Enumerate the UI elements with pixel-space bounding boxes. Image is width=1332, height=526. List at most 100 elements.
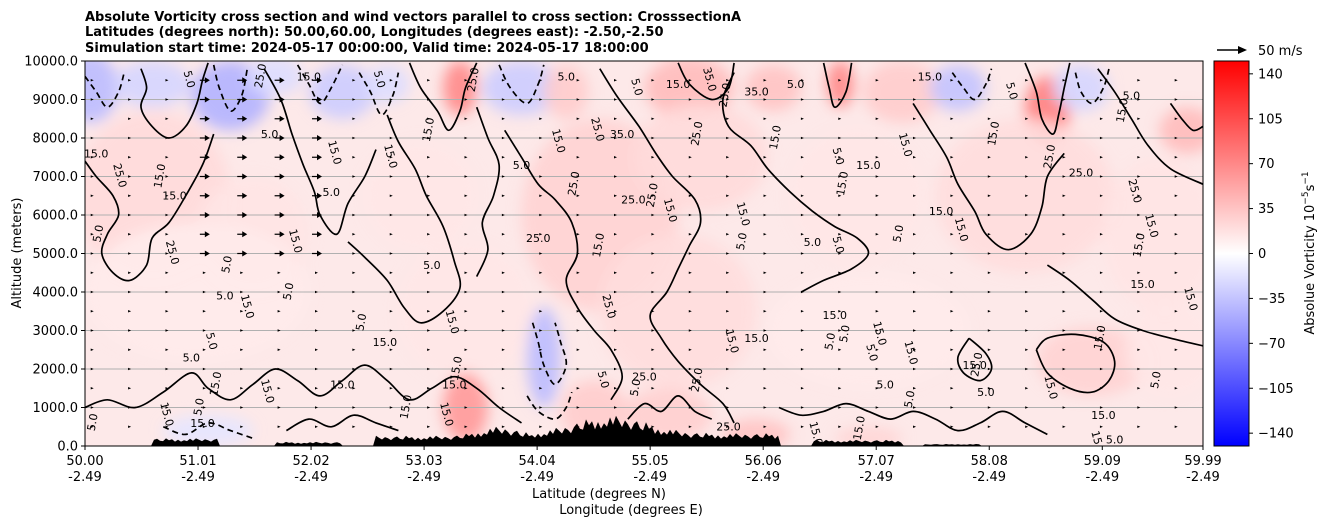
x-tick-label-longitude: -2.49 bbox=[520, 470, 554, 485]
wind-vector-arrowhead-icon bbox=[464, 156, 468, 159]
wind-vector-arrowhead-icon bbox=[838, 310, 842, 313]
wind-vector-arrowhead-icon bbox=[614, 348, 618, 351]
wind-vector-arrowhead-icon bbox=[539, 310, 543, 313]
wind-vector-arrowhead-icon bbox=[913, 79, 917, 82]
wind-vector-arrowhead-icon bbox=[1099, 348, 1103, 351]
wind-vector-arrowhead-icon bbox=[202, 271, 206, 274]
positive-contour-line bbox=[822, 62, 853, 109]
wind-vector-arrowhead-icon bbox=[314, 271, 318, 274]
wind-vector-arrowhead-icon bbox=[913, 348, 917, 351]
field-region bbox=[527, 307, 561, 408]
wind-vector-arrowhead-icon bbox=[651, 387, 655, 390]
wind-vector-arrowhead-icon bbox=[90, 290, 94, 294]
contour-label: 15.0 bbox=[1114, 97, 1131, 123]
wind-vector-arrowhead-icon bbox=[987, 117, 991, 120]
wind-vector-arrowhead-icon bbox=[576, 136, 580, 140]
wind-vector-arrowhead-icon bbox=[614, 290, 618, 294]
wind-vector-arrowhead-icon bbox=[838, 98, 842, 101]
wind-vector-arrowhead-icon bbox=[875, 233, 879, 236]
wind-vector-arrowhead-icon bbox=[352, 367, 356, 371]
wind-vector-arrowhead-icon bbox=[277, 329, 281, 332]
wind-vector-arrowhead-icon bbox=[389, 387, 393, 390]
contour-label: 15.0 bbox=[381, 143, 400, 170]
wind-vector-arrowhead-icon bbox=[128, 252, 132, 255]
wind-vector-arrowhead-icon bbox=[539, 271, 543, 274]
wind-vector-arrowhead-icon bbox=[501, 156, 505, 159]
wind-vector-arrowhead-icon bbox=[1025, 310, 1029, 313]
wind-vector-arrowhead-icon bbox=[614, 271, 618, 274]
wind-vector-arrowhead-icon bbox=[576, 156, 580, 159]
wind-vector-arrowhead-icon bbox=[501, 194, 505, 197]
wind-vector-arrowhead-icon bbox=[838, 79, 842, 82]
x-tick-label-latitude: 59.09 bbox=[1084, 454, 1121, 469]
wind-vector-arrowhead-icon bbox=[913, 367, 917, 371]
wind-vector-arrowhead-icon bbox=[614, 98, 618, 101]
wind-vector-arrowhead-icon bbox=[389, 348, 393, 351]
wind-vector-arrowhead-icon bbox=[726, 136, 730, 140]
wind-vector-arrowhead-icon bbox=[875, 367, 879, 371]
wind-vector-arrowhead-icon bbox=[1174, 252, 1178, 255]
contour-label: 15.0 bbox=[734, 201, 753, 228]
wind-vector-arrowhead-icon bbox=[539, 98, 543, 101]
contour-label: 15.0 bbox=[767, 124, 784, 150]
wind-vector-arrowhead-icon bbox=[165, 425, 169, 428]
wind-vector-arrowhead-icon bbox=[501, 136, 505, 140]
wind-vector-arrowhead-icon bbox=[726, 406, 730, 409]
wind-vector-arrowhead-icon bbox=[576, 329, 580, 332]
wind-vector-arrowhead-icon bbox=[913, 233, 917, 236]
wind-vector-arrowhead-icon bbox=[352, 156, 356, 159]
chart-title-line-2: Latitudes (degrees north): 50.00,60.00, … bbox=[85, 25, 664, 40]
wind-vector-arrowhead-icon bbox=[316, 173, 322, 180]
wind-vector-arrowhead-icon bbox=[763, 271, 767, 274]
wind-vector-arrowhead-icon bbox=[576, 406, 580, 409]
x-axis-label-latitude: Latitude (degrees N) bbox=[532, 487, 666, 502]
wind-vector-arrowhead-icon bbox=[277, 271, 281, 274]
wind-vector-arrowhead-icon bbox=[800, 194, 804, 197]
wind-vector-arrowhead-icon bbox=[800, 406, 804, 409]
wind-vector-arrowhead-icon bbox=[688, 329, 692, 332]
wind-vector-arrowhead-icon bbox=[539, 194, 543, 197]
wind-vector-arrowhead-icon bbox=[90, 233, 94, 236]
wind-vector-arrowhead-icon bbox=[1174, 233, 1178, 236]
wind-vector-arrowhead-icon bbox=[875, 175, 879, 178]
wind-vector-arrowhead-icon bbox=[987, 367, 991, 371]
wind-vector-arrowhead-icon bbox=[1025, 233, 1029, 236]
wind-vector-arrowhead-icon bbox=[240, 271, 244, 274]
wind-vector-arrowhead-icon bbox=[202, 425, 206, 428]
wind-vector-arrowhead-icon bbox=[277, 406, 281, 409]
wind-vector-arrowhead-icon bbox=[651, 79, 655, 82]
wind-vector-arrowhead-icon bbox=[838, 252, 842, 255]
contour-label: 15.0 bbox=[443, 308, 462, 335]
wind-vector-arrowhead-icon bbox=[1062, 310, 1066, 313]
wind-vector-arrowhead-icon bbox=[726, 194, 730, 197]
contour-label: 5.0 bbox=[822, 332, 838, 351]
wind-vector-arrowhead-icon bbox=[800, 213, 804, 217]
contour-label: 15.0 bbox=[1130, 278, 1155, 291]
positive-contour-line bbox=[1097, 68, 1203, 185]
contour-label: 15.0 bbox=[1142, 212, 1161, 239]
wind-vector-arrowhead-icon bbox=[838, 213, 842, 217]
wind-vector-arrowhead-icon bbox=[242, 231, 248, 238]
positive-contour-line bbox=[721, 72, 870, 293]
wind-vector-arrowhead-icon bbox=[1062, 175, 1066, 178]
contour-label: 5.0 bbox=[85, 413, 101, 432]
contour-label: 15.0 bbox=[373, 336, 398, 349]
wind-vector-arrowhead-icon bbox=[651, 194, 655, 197]
contour-label: 5.0 bbox=[513, 159, 531, 172]
wind-vector-arrowhead-icon bbox=[726, 98, 730, 101]
wind-vector-arrowhead-icon bbox=[726, 233, 730, 236]
wind-vector-arrowhead-icon bbox=[1099, 136, 1103, 140]
wind-vector-arrowhead-icon bbox=[1099, 233, 1103, 236]
wind-vector-arrowhead-icon bbox=[614, 329, 618, 332]
wind-vector-arrowhead-icon bbox=[726, 310, 730, 313]
wind-vector-arrowhead-icon bbox=[726, 425, 730, 428]
wind-vector-arrowhead-icon bbox=[314, 406, 318, 409]
contour-label: 5.0 bbox=[628, 378, 644, 397]
wind-vector-arrowhead-icon bbox=[1025, 213, 1029, 217]
y-tick-label: 4000.0 bbox=[33, 286, 79, 301]
wind-vector-arrowhead-icon bbox=[427, 98, 431, 101]
wind-vector-arrowhead-icon bbox=[950, 213, 954, 217]
x-tick-label-latitude: 59.99 bbox=[1184, 454, 1221, 469]
wind-vector-arrowhead-icon bbox=[688, 175, 692, 178]
